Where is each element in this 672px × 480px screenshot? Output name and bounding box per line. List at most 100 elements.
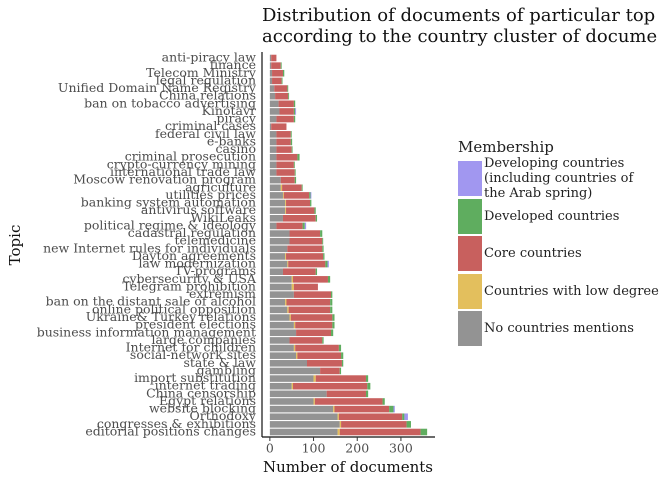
- bar-segment: [314, 207, 316, 214]
- y-tick-label: utilities prices: [165, 187, 256, 202]
- bar-segment: [309, 192, 311, 199]
- bar-segment: [269, 176, 281, 184]
- y-tick-label: cybersecurity & USA: [122, 271, 257, 286]
- bar-segment: [269, 390, 327, 398]
- legend-label: No countries mentions: [484, 321, 634, 337]
- bar-segment: [310, 192, 312, 199]
- bar-segment: [276, 115, 294, 123]
- legend-item: Countries with low degree: [458, 273, 668, 311]
- bar-segment: [269, 115, 277, 123]
- bar-segment: [269, 283, 292, 291]
- bar-segment: [301, 184, 303, 192]
- bar-segment: [315, 375, 366, 382]
- bar-segment: [315, 215, 318, 222]
- x-tick-label: 100: [302, 441, 326, 456]
- y-tick-label: editorial positions changes: [85, 424, 256, 439]
- bar-segment: [322, 337, 324, 344]
- bar-segment: [281, 77, 283, 85]
- bar-segment: [269, 54, 272, 62]
- bar-segment: [406, 421, 411, 428]
- bar-segment: [269, 138, 277, 146]
- bar-segment: [393, 405, 395, 413]
- y-tick-label: federal civil law: [155, 126, 256, 141]
- bar-segment: [269, 222, 277, 230]
- y-tick-label: president elections: [135, 317, 256, 332]
- bar-segment: [269, 123, 272, 130]
- y-tick-label: WikiLeaks: [191, 210, 256, 225]
- legend-item: No countries mentions: [458, 310, 668, 348]
- bar-segment: [269, 352, 297, 359]
- bar-segment: [272, 69, 283, 77]
- bar-segment: [285, 298, 287, 306]
- bar-segment: [293, 382, 368, 390]
- bar-segment: [293, 100, 296, 108]
- y-tick-label: TV-programs: [174, 263, 256, 278]
- bar-segment: [278, 100, 294, 108]
- y-tick-label: Moscow renovation program: [73, 172, 256, 187]
- bar-segment: [269, 192, 283, 199]
- y-tick-label: criminal cases: [165, 118, 256, 133]
- bar-segment: [269, 375, 314, 382]
- bar-segment: [293, 276, 328, 283]
- bar-segment: [269, 199, 286, 207]
- legend-label: Developing countries (including countrie…: [484, 156, 634, 202]
- bar-segment: [297, 352, 342, 359]
- y-tick-label: business information management: [37, 324, 256, 339]
- y-tick-label: banking system automation: [81, 195, 256, 210]
- bar-segment: [293, 161, 295, 169]
- bar-segment: [276, 138, 291, 146]
- bar-segment: [269, 230, 290, 237]
- bar-segment: [286, 298, 331, 306]
- legend-label: Developed countries: [484, 208, 620, 224]
- bar-segment: [280, 176, 295, 184]
- bar-segment: [286, 199, 311, 207]
- bar-segment: [269, 428, 338, 436]
- y-tick-label: Dayton agreements: [132, 248, 256, 263]
- legend-swatch: [458, 236, 482, 272]
- bar-segment: [275, 92, 289, 100]
- bar-segment: [302, 222, 305, 230]
- bar-segment: [287, 85, 289, 92]
- bar-segment: [271, 123, 287, 130]
- y-tick-label: casino: [216, 141, 256, 156]
- bar-segment: [289, 337, 323, 344]
- bar-segment: [322, 237, 324, 245]
- legend-swatch: [458, 198, 482, 234]
- bar-segment: [327, 260, 329, 268]
- y-tick-label: new Internet rules for individuals: [43, 240, 256, 255]
- y-tick-label: Orthodoxy: [190, 408, 257, 423]
- bar-segment: [269, 108, 280, 115]
- bar-segment: [337, 413, 339, 421]
- y-tick-label: ban on the distant sale of alcohol: [46, 294, 256, 309]
- bar-segment: [290, 131, 292, 138]
- bar-segment: [339, 428, 421, 436]
- y-tick-label: large companies: [152, 332, 257, 347]
- y-tick-label: e-banks: [207, 133, 256, 148]
- y-tick-label: Telecom Ministry: [146, 65, 257, 80]
- bar-segment: [296, 352, 298, 359]
- bar-segment: [296, 329, 332, 337]
- y-tick-label: antivirus software: [141, 202, 256, 217]
- bar-segment: [285, 199, 287, 207]
- y-tick-label: ban on tobacco advertising: [84, 95, 256, 110]
- bar-segment: [338, 413, 403, 421]
- bar-segment: [269, 92, 276, 100]
- bar-segment: [339, 421, 342, 428]
- bar-segment: [269, 298, 286, 306]
- bar-segment: [271, 62, 281, 69]
- bar-segment: [339, 367, 342, 375]
- bar-segment: [295, 108, 297, 115]
- bar-segment: [322, 245, 324, 253]
- y-tick-label: international trade law: [110, 164, 256, 179]
- bar-segment: [291, 276, 294, 283]
- y-tick-label: internet trading: [155, 378, 256, 393]
- bar-segment: [290, 138, 293, 146]
- y-tick-label: agriculture: [185, 179, 256, 194]
- bar-segment: [269, 146, 277, 153]
- bar-segment: [269, 291, 294, 298]
- bar-segment: [274, 85, 288, 92]
- chart-title: Distribution of documents of particular …: [262, 5, 655, 26]
- x-tick-label: 200: [345, 441, 369, 456]
- bar-segment: [293, 321, 296, 329]
- legend: Membership Developing countries (includi…: [458, 138, 668, 348]
